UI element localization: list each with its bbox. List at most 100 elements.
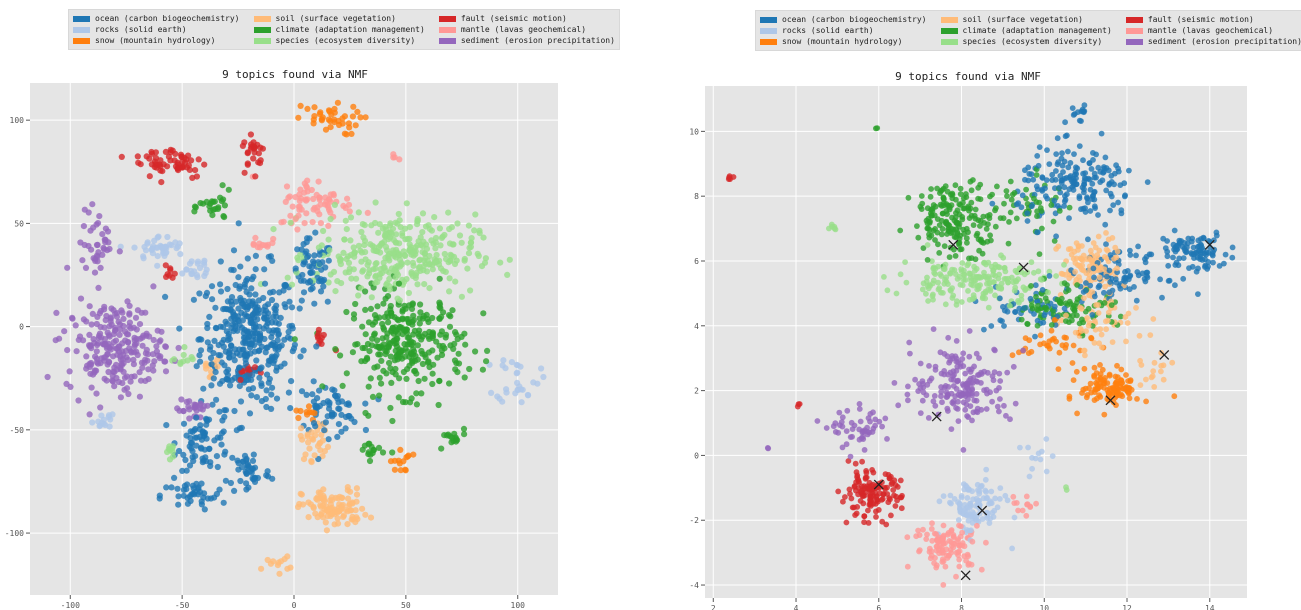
data-point xyxy=(432,245,439,252)
data-point xyxy=(262,349,269,356)
data-point xyxy=(198,498,205,505)
data-point xyxy=(1074,410,1080,417)
data-point xyxy=(437,331,444,338)
data-point xyxy=(275,559,282,566)
data-point xyxy=(1101,300,1108,306)
data-point xyxy=(263,387,270,394)
data-point xyxy=(389,225,397,232)
data-point xyxy=(230,247,238,254)
data-point xyxy=(415,238,422,245)
centroid-stroke xyxy=(931,411,942,422)
data-point xyxy=(216,380,224,387)
data-point xyxy=(930,277,937,284)
data-point xyxy=(1095,384,1101,390)
data-point xyxy=(431,214,438,221)
data-point xyxy=(344,521,351,528)
data-point xyxy=(196,433,203,440)
data-point xyxy=(306,278,314,285)
data-point xyxy=(945,384,952,390)
data-point xyxy=(252,252,259,259)
data-point xyxy=(928,526,935,532)
data-point xyxy=(936,250,943,256)
data-point xyxy=(197,347,205,354)
data-point xyxy=(208,283,216,290)
data-point xyxy=(203,435,210,442)
data-point xyxy=(396,297,403,304)
data-point xyxy=(378,380,385,387)
data-point xyxy=(924,242,931,248)
data-point xyxy=(1122,278,1128,285)
data-point xyxy=(1002,492,1009,499)
data-point xyxy=(362,288,369,295)
data-point xyxy=(310,120,317,127)
data-point xyxy=(417,301,424,308)
data-point xyxy=(1082,287,1089,294)
legend-item: fault (seismic motion) xyxy=(438,13,615,24)
data-point xyxy=(397,467,404,474)
legend-swatch xyxy=(253,15,271,22)
data-point xyxy=(248,285,255,292)
data-point xyxy=(324,513,331,520)
data-point xyxy=(123,385,131,392)
data-point xyxy=(1095,284,1102,291)
data-point xyxy=(231,374,238,381)
data-point xyxy=(862,474,869,481)
data-point xyxy=(461,431,468,438)
data-point xyxy=(1092,244,1099,251)
data-point xyxy=(409,359,416,366)
centroid-marker xyxy=(977,505,988,516)
data-point xyxy=(1111,181,1117,188)
data-point xyxy=(303,197,310,204)
data-point xyxy=(362,511,369,518)
legend-swatch xyxy=(760,16,777,23)
data-point xyxy=(500,357,507,364)
data-point xyxy=(362,114,369,121)
data-point xyxy=(409,259,416,266)
data-point xyxy=(236,383,243,390)
data-point xyxy=(919,397,926,404)
data-point xyxy=(364,261,371,269)
data-point xyxy=(184,357,191,364)
data-point xyxy=(1035,162,1042,169)
data-point xyxy=(1091,274,1097,281)
data-point xyxy=(316,261,323,268)
data-point xyxy=(258,364,265,371)
data-point xyxy=(204,402,211,409)
data-point xyxy=(244,372,251,379)
data-point xyxy=(1096,274,1103,281)
data-point xyxy=(261,280,269,287)
data-point xyxy=(1143,398,1149,405)
data-point xyxy=(1081,178,1088,185)
data-point xyxy=(388,379,395,386)
data-point xyxy=(513,370,520,377)
data-point xyxy=(324,506,331,513)
y-tick-label: 6 xyxy=(694,257,699,266)
data-point xyxy=(375,444,383,451)
data-point xyxy=(1022,335,1029,341)
data-point xyxy=(843,519,850,526)
data-point xyxy=(432,234,440,242)
data-point xyxy=(452,329,459,336)
legend-label: sediment (erosion precipitation) xyxy=(1147,37,1301,46)
data-point xyxy=(1092,205,1098,212)
data-point xyxy=(938,217,945,224)
data-point xyxy=(976,502,982,509)
data-point xyxy=(917,360,924,367)
data-point xyxy=(197,358,204,365)
data-point xyxy=(1004,497,1011,504)
data-point xyxy=(401,341,408,348)
data-point xyxy=(259,241,266,249)
data-point xyxy=(105,368,112,376)
data-point xyxy=(140,255,147,262)
data-point xyxy=(1133,252,1139,259)
data-point xyxy=(436,225,443,232)
data-point xyxy=(1101,289,1107,296)
x-tick-label: -50 xyxy=(175,601,190,610)
data-point xyxy=(275,331,282,339)
data-point xyxy=(245,313,252,320)
data-point xyxy=(305,403,313,410)
data-point xyxy=(955,418,962,424)
data-point xyxy=(1106,267,1113,274)
data-point xyxy=(329,386,336,393)
